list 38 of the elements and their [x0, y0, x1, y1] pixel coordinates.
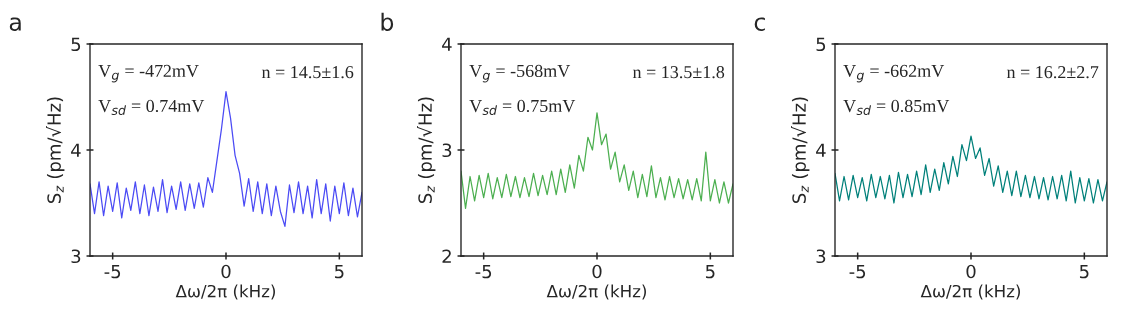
- x-axis-title: Δω/2π (kHz): [175, 284, 275, 300]
- annotation: V$_{sd}$ = 0.74mV: [98, 99, 205, 115]
- y-tick-label: 5: [816, 37, 826, 52]
- x-tick-label: -5: [475, 264, 492, 279]
- line-series: [835, 135, 1107, 204]
- annotation: n = 13.5±1.8: [632, 66, 725, 79]
- annotation: V$_{g}$ = -472mV: [98, 64, 199, 83]
- y-tick-label: 4: [816, 143, 826, 157]
- y-tick-label: 3: [71, 249, 81, 264]
- annotation: V$_{g}$ = -662mV: [843, 64, 945, 83]
- chart-title: b: [381, 12, 394, 31]
- chart-title: a: [9, 17, 21, 31]
- y-tick-label: 4: [71, 143, 81, 157]
- x-tick-label: 0: [592, 264, 602, 279]
- line-series: [90, 91, 362, 227]
- y-tick-label: 3: [816, 249, 826, 264]
- x-tick-label: 5: [334, 264, 344, 279]
- x-tick-label: 0: [966, 264, 976, 279]
- annotation: V$_{g}$ = -568mV: [469, 64, 571, 83]
- annotation: V$_{sd}$ = 0.85mV: [843, 99, 950, 115]
- annotation: n = 14.5±1.6: [261, 66, 354, 79]
- y-tick-label: 2: [442, 249, 451, 263]
- y-tick-label: 5: [71, 37, 81, 52]
- x-tick-label: 0: [221, 264, 231, 279]
- y-tick-label: 3: [442, 143, 452, 158]
- x-axis-title: Δω/2π (kHz): [920, 284, 1020, 300]
- x-tick-label: 5: [705, 264, 715, 279]
- x-tick-label: 5: [1079, 264, 1089, 279]
- y-axis-title: S$_{z}$ (pm/√Hz): [791, 97, 810, 203]
- y-axis-title: S$_{z}$ (pm/√Hz): [46, 97, 65, 203]
- x-tick-label: -5: [849, 264, 866, 279]
- y-axis-title: S$_{z}$ (pm/√Hz): [417, 97, 436, 203]
- y-tick-label: 4: [442, 37, 452, 51]
- x-axis-title: Δω/2π (kHz): [546, 284, 646, 300]
- annotation: V$_{sd}$ = 0.75mV: [469, 99, 576, 115]
- x-tick-label: -5: [104, 264, 121, 279]
- annotation: n = 16.2±2.7: [1006, 66, 1099, 79]
- chart-title: c: [754, 17, 765, 31]
